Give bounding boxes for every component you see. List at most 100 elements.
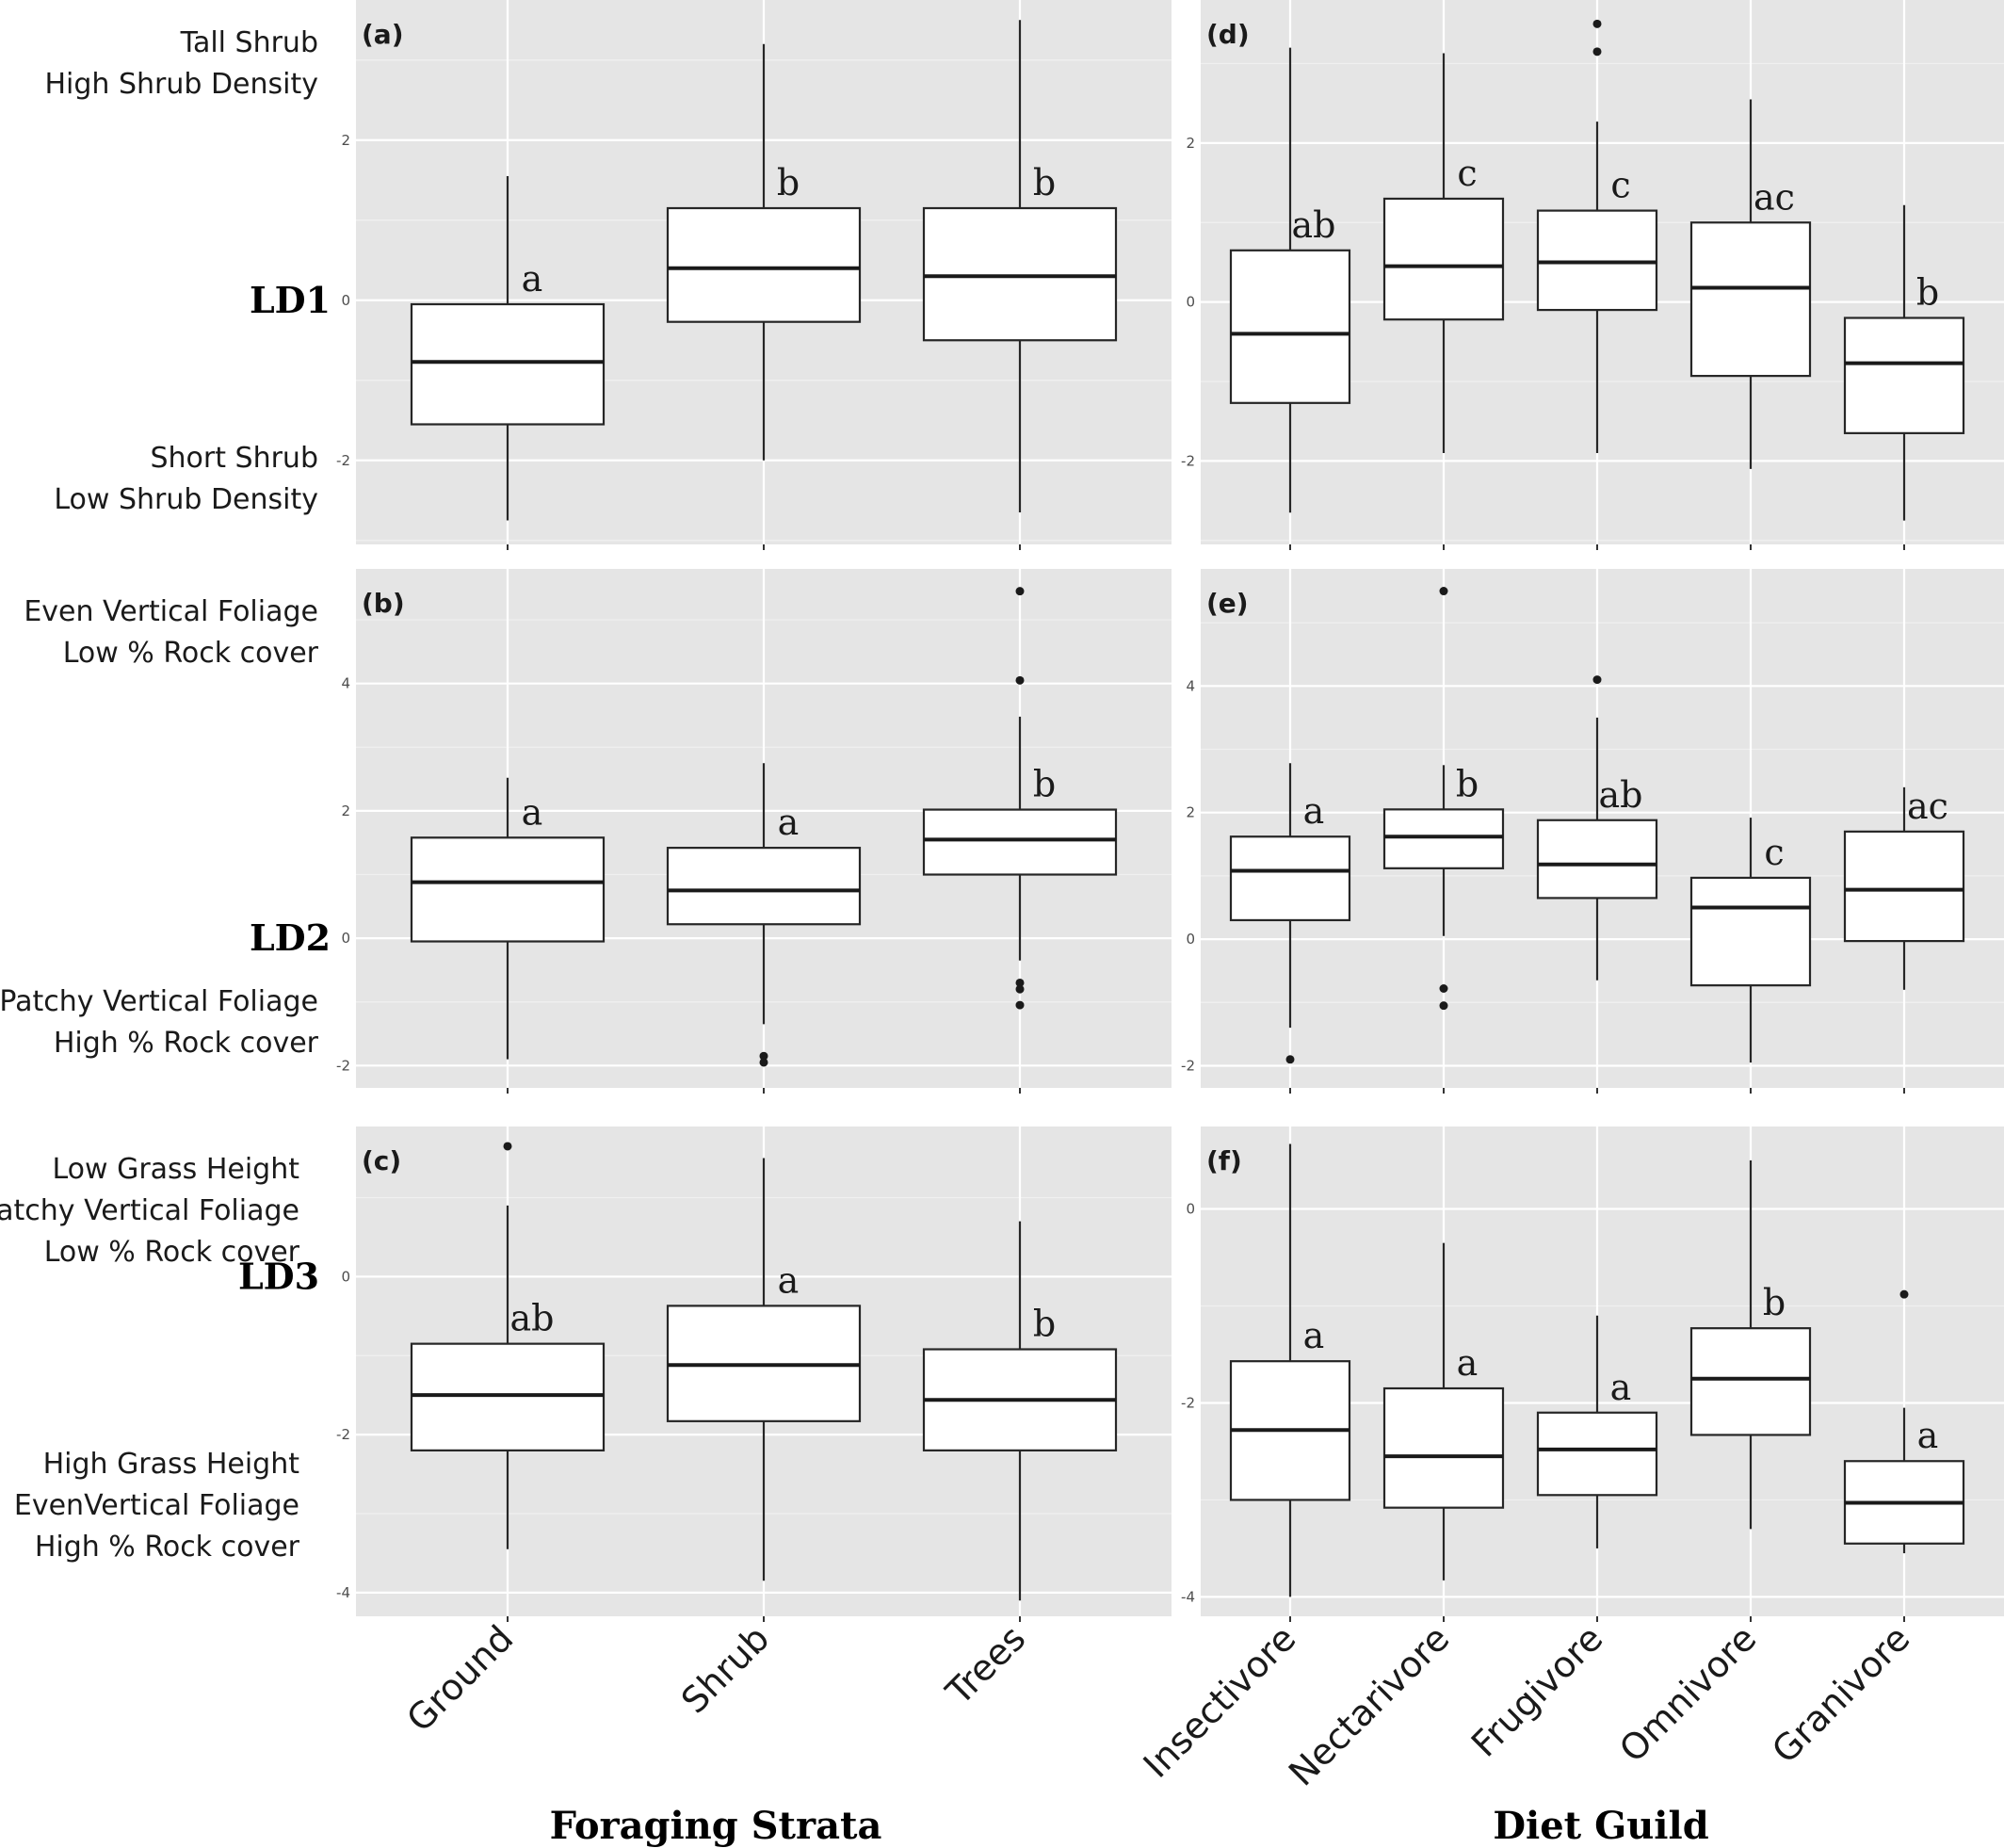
panel-d-box-omnivore-significance-letter: ac xyxy=(1754,176,1795,218)
panel-a: 2 0 -2 a b b (a) xyxy=(336,0,1172,550)
ld2-high-descriptor: Low % Rock cover xyxy=(63,637,319,670)
descriptor-layer: LD1 Tall Shrub High Shrub Density Short Shr… xyxy=(0,26,331,1564)
panel-e-box-nectarivore-outlier xyxy=(1439,587,1448,596)
panel-e-box-insectivore: a xyxy=(1229,763,1351,1064)
x-category-trees: Trees xyxy=(938,1617,1034,1713)
panel-f-box-omnivore-iqr xyxy=(1689,1327,1812,1436)
panel-e-y-tick-label: 0 xyxy=(1186,931,1195,948)
panel-f-y-tick-label: -2 xyxy=(1181,1394,1195,1411)
panel-b-box-shrub-iqr xyxy=(666,847,862,926)
ld2-low-descriptor: Patchy Vertical Foliage xyxy=(0,985,318,1018)
x-axis-title-diet-guild: Diet Guild xyxy=(1493,1804,1708,1848)
panel-b-y-tick-label: 4 xyxy=(341,675,350,692)
panel-d-box-granivore: b xyxy=(1843,204,1965,521)
panel-f-tag: (f) xyxy=(1206,1145,1242,1176)
panel-b: 4 2 0 -2 a a b (b) xyxy=(336,569,1172,1094)
panel-d-box-omnivore-iqr xyxy=(1689,221,1812,378)
panel-a-box-trees: b xyxy=(922,20,1118,512)
x-category-ground: Ground xyxy=(398,1617,521,1740)
ld3-high-descriptor: Low Grass Height xyxy=(52,1153,299,1186)
panel-e-box-omnivore: c xyxy=(1689,818,1812,1063)
panel-c-box-shrub-significance-letter: a xyxy=(778,1259,800,1301)
panel-d-box-frugivore-outlier xyxy=(1592,47,1602,57)
x-axis-title-foraging-strata: Foraging Strata xyxy=(550,1804,882,1848)
panel-a-y-tick-label: 0 xyxy=(341,292,350,309)
ld1-label: LD1 xyxy=(250,279,331,321)
x-category-shrub: Shrub xyxy=(673,1617,777,1721)
panels-layer: 20-2ab b(a)420-2a ab(b)0-2-4abab(c)20-2abc… xyxy=(336,0,2004,1622)
panel-a-box-trees-significance-letter: b xyxy=(1033,162,1056,203)
panel-c-tag: (c) xyxy=(362,1145,401,1176)
panel-e-box-nectarivore: b xyxy=(1382,587,1505,1011)
panel-e-box-omnivore-significance-letter: c xyxy=(1764,832,1784,873)
panel-e-y-tick-label: -2 xyxy=(1181,1057,1195,1074)
panel-c-box-ground-iqr xyxy=(410,1342,606,1451)
panel-a-y-tick-label: 2 xyxy=(341,132,350,149)
panel-c-box-ground-significance-letter: ab xyxy=(510,1298,555,1339)
ld2-label: LD2 xyxy=(250,916,331,959)
panel-d-box-omnivore: ac xyxy=(1689,99,1812,469)
panel-f-box-granivore-significance-letter: a xyxy=(1917,1415,1939,1456)
panel-d-tag: (d) xyxy=(1206,19,1250,50)
panel-d-box-nectarivore-significance-letter: c xyxy=(1457,153,1477,194)
panel-c-box-ground: ab xyxy=(410,1142,606,1549)
ld3-low-descriptor: High % Rock cover xyxy=(35,1531,300,1564)
panel-b-box-shrub-significance-letter: a xyxy=(778,802,800,843)
panel-b-box-trees-outlier xyxy=(1015,1000,1025,1010)
panel-b-box-trees-iqr xyxy=(922,808,1118,876)
panel-e-box-nectarivore-iqr xyxy=(1382,808,1505,869)
panel-c-y-tick-label: 0 xyxy=(341,1268,350,1285)
panel-e-box-insectivore-outlier xyxy=(1285,1055,1295,1064)
panel-b-y-tick-label: 2 xyxy=(341,802,350,819)
panel-d-box-granivore-iqr xyxy=(1843,316,1965,434)
panel-f-box-granivore: a xyxy=(1843,1289,1965,1554)
panel-f-box-nectarivore-significance-letter: a xyxy=(1457,1342,1479,1384)
panel-b-box-trees: b xyxy=(922,587,1118,1010)
panel-e-box-insectivore-significance-letter: a xyxy=(1303,790,1325,832)
panel-e-box-nectarivore-outlier xyxy=(1439,1001,1448,1011)
panel-f-box-nectarivore: a xyxy=(1382,1242,1505,1581)
panel-b-box-ground-significance-letter: a xyxy=(522,791,543,833)
panel-c-y-tick-label: -4 xyxy=(336,1584,350,1601)
panel-d-y-tick-label: -2 xyxy=(1181,452,1195,469)
panel-e-box-nectarivore-outlier xyxy=(1439,984,1448,994)
panel-f-box-omnivore: b xyxy=(1689,1160,1812,1530)
panel-a-box-shrub: b xyxy=(666,43,862,461)
panel-e-box-granivore-significance-letter: ac xyxy=(1907,786,1948,827)
panel-b-box-trees-significance-letter: b xyxy=(1033,764,1056,805)
panel-d-y-tick-label: 0 xyxy=(1186,294,1195,311)
panel-d-box-nectarivore: c xyxy=(1382,53,1505,453)
panel-f: 0 -2 -4 a a a b a (f) xyxy=(1181,1127,2004,1622)
panel-a-tag: (a) xyxy=(362,19,404,50)
panel-d-box-insectivore-significance-letter: ab xyxy=(1292,204,1336,246)
ld1-high-descriptor: Tall Shrub xyxy=(180,26,318,59)
panel-e-box-granivore: ac xyxy=(1843,786,1965,990)
panel-e-y-tick-label: 2 xyxy=(1186,804,1195,821)
ld3-label: LD3 xyxy=(238,1255,319,1297)
x-category-frugivore: Frugivore xyxy=(1463,1617,1611,1765)
panel-e-box-frugivore-iqr xyxy=(1536,819,1658,900)
panel-a-box-ground-iqr xyxy=(410,302,606,426)
panel-a-y-tick-label: -2 xyxy=(336,452,350,469)
panel-a-box-trees-iqr xyxy=(922,206,1118,342)
x-category-omnivore: Omnivore xyxy=(1611,1617,1764,1770)
panel-e-tag: (e) xyxy=(1206,588,1249,619)
panel-a-box-shrub-iqr xyxy=(666,206,862,323)
panel-a-box-ground: a xyxy=(410,176,606,521)
panel-d: 2 0 -2 ab c c ac b (d) xyxy=(1181,0,2004,550)
panel-e-box-omnivore-iqr xyxy=(1689,876,1812,987)
panel-a-box-ground-significance-letter: a xyxy=(522,258,543,300)
panel-b-box-trees-outlier xyxy=(1015,587,1025,596)
x-category-insectivore: Insectivore xyxy=(1136,1617,1304,1786)
panel-e-box-nectarivore-significance-letter: b xyxy=(1456,763,1479,804)
panel-d-box-granivore-significance-letter: b xyxy=(1916,272,1939,314)
panel-c-box-trees: b xyxy=(922,1221,1118,1601)
panel-d-box-insectivore-iqr xyxy=(1229,249,1351,404)
panel-d-box-nectarivore-iqr xyxy=(1382,197,1505,321)
ld3-high-descriptor: Patchy Vertical Foliage xyxy=(0,1194,299,1227)
panel-a-box-shrub-significance-letter: b xyxy=(777,162,800,203)
panel-f-box-omnivore-significance-letter: b xyxy=(1763,1282,1786,1323)
panel-f-y-tick-label: 0 xyxy=(1186,1201,1195,1218)
